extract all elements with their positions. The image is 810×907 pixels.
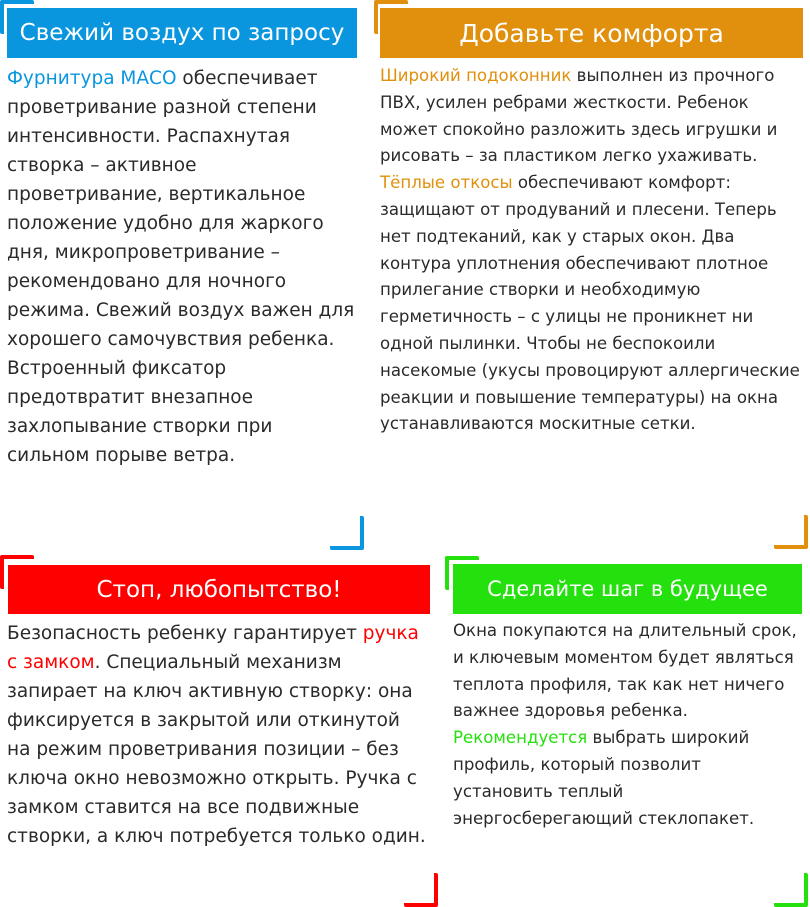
highlight-text: Тёплые откосы <box>380 173 513 193</box>
body-text: Окна покупаются на длительный срок, и кл… <box>453 621 797 721</box>
body-text: выполнен из прочного ПВХ, усилен ребрами… <box>380 66 778 166</box>
body-text: . Специальный механизм запирает на ключ … <box>7 652 426 847</box>
block-title: Сделайте шаг в будущее <box>453 564 802 614</box>
body-text: выбрать широкий профиль, который позволи… <box>453 728 755 828</box>
highlight-text: ручка с замком <box>7 623 419 673</box>
corner-bracket <box>445 556 479 590</box>
highlight-text: Фурнитура МАСО <box>7 68 177 89</box>
corner-bracket <box>774 515 808 549</box>
block-text: Безопасность ребенку гарантирует ручка с… <box>7 619 427 851</box>
body-text: Безопасность ребенку гарантирует <box>7 623 363 644</box>
block-text: Окна покупаются на длительный срок, и кл… <box>453 618 803 832</box>
corner-bracket <box>404 873 438 907</box>
body-text: обеспечивают комфорт: защищают от продув… <box>380 173 800 434</box>
corner-bracket <box>774 873 808 907</box>
block-text: Широкий подоконник выполнен из прочного … <box>380 63 805 438</box>
corner-bracket <box>330 516 364 550</box>
block-title: Добавьте комфорта <box>380 8 803 58</box>
body-text: обеспечивает проветривание разной степен… <box>7 68 355 466</box>
corner-bracket <box>374 0 408 34</box>
corner-bracket <box>0 0 34 34</box>
block-text: Фурнитура МАСО обеспечивает проветривани… <box>7 64 357 470</box>
block-title: Стоп, любопытство! <box>8 565 430 614</box>
highlight-text: Широкий подоконник <box>380 66 572 85</box>
corner-bracket <box>0 555 34 589</box>
highlight-text: Рекомендуется <box>453 728 588 748</box>
block-title: Свежий воздух по запросу <box>7 8 357 58</box>
